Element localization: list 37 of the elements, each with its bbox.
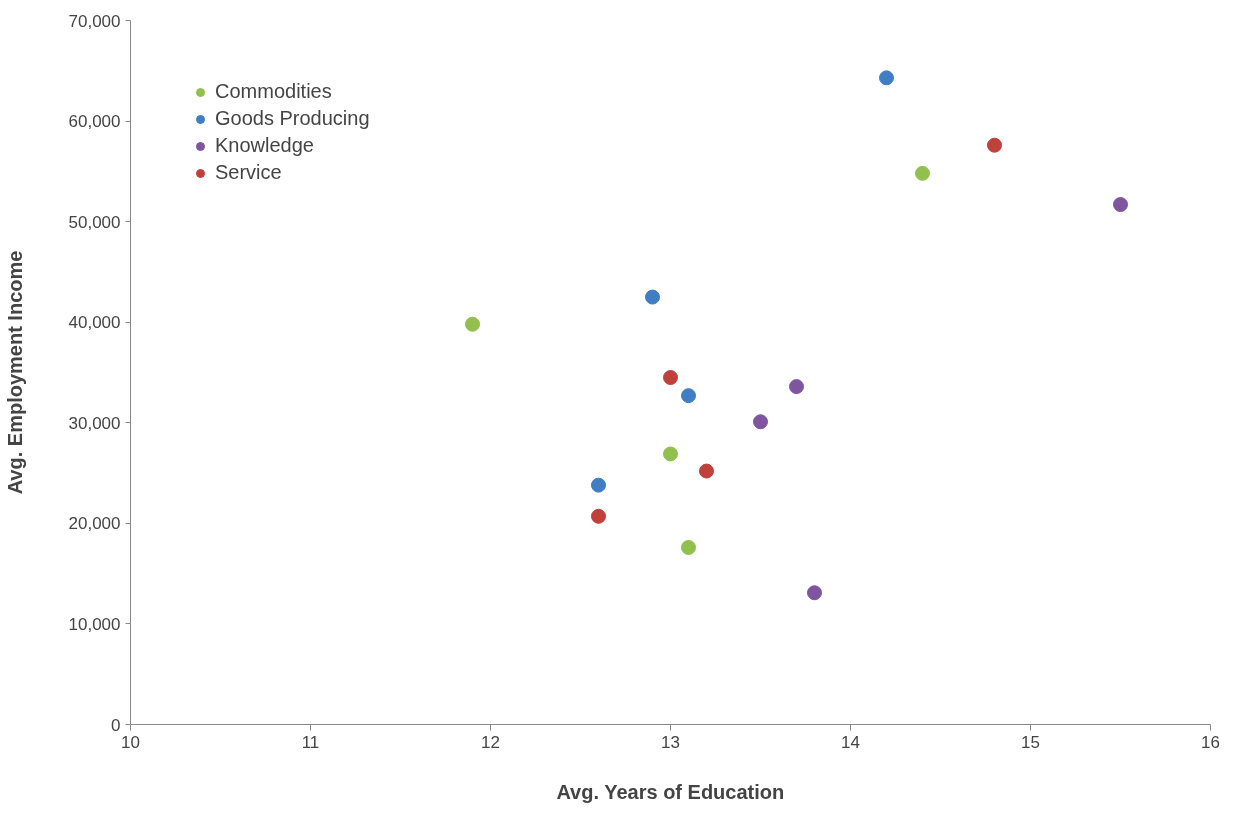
y-tick-label: 0 [111, 715, 121, 735]
point [879, 70, 894, 86]
y-tick-label: 30,000 [68, 413, 121, 433]
point [753, 414, 768, 430]
point [591, 477, 606, 493]
point [1113, 197, 1128, 213]
point [681, 540, 696, 555]
x-tick-label: 15 [1021, 732, 1040, 752]
y-tick-label: 20,000 [68, 514, 121, 534]
y-tick-label: 70,000 [68, 11, 121, 31]
point [699, 463, 714, 479]
point [465, 316, 480, 332]
legend-label: Knowledge [215, 134, 314, 157]
x-axis-title: Avg. Years of Education [556, 780, 785, 803]
point [807, 585, 822, 601]
point [645, 289, 660, 305]
point [915, 165, 930, 181]
point [663, 370, 678, 386]
point [987, 137, 1002, 153]
y-tick-label: 40,000 [68, 313, 121, 333]
point [663, 446, 678, 462]
y-tick-label: 10,000 [68, 614, 121, 634]
point [681, 388, 696, 404]
y-axis-title: Avg. Employment Income [3, 250, 26, 495]
legend-label: Service [215, 161, 282, 184]
x-tick-label: 13 [661, 732, 680, 752]
x-tick-label: 12 [481, 732, 500, 752]
x-tick-label: 14 [841, 732, 860, 752]
y-tick-label: 60,000 [68, 112, 121, 132]
point [789, 379, 804, 395]
x-tick-label: 10 [121, 732, 140, 752]
legend-label: Goods Producing [215, 107, 370, 130]
legend-label: Commodities [215, 80, 332, 103]
x-tick-label: 11 [301, 732, 320, 752]
y-tick-label: 50,000 [68, 212, 121, 232]
point [591, 508, 606, 524]
x-tick-label: 16 [1201, 732, 1220, 752]
